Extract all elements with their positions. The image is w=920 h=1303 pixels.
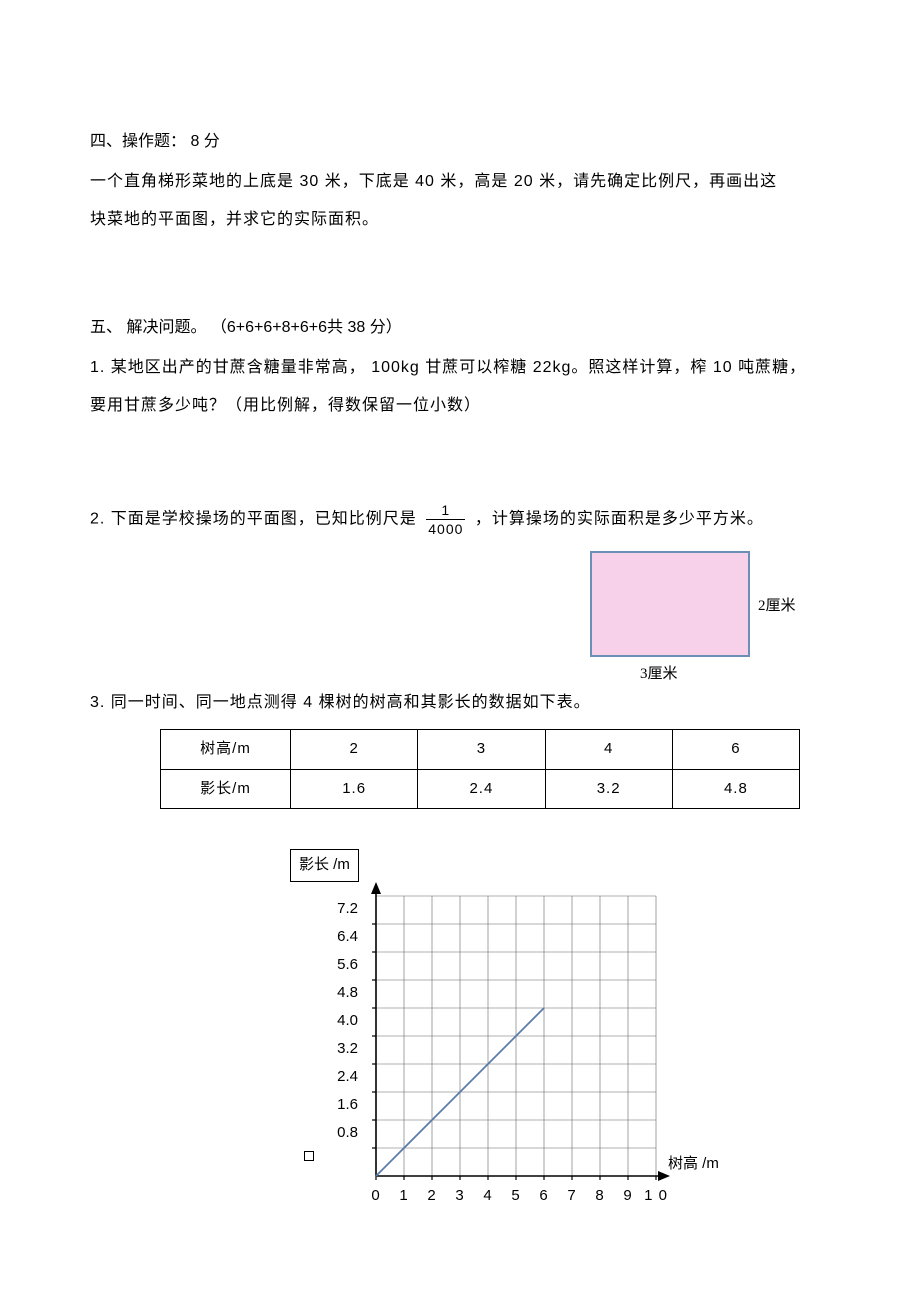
fraction-numerator: 1 — [426, 502, 465, 520]
data-cell: 1.6 — [291, 769, 418, 809]
x-tick: 9 — [614, 1185, 642, 1208]
y-axis-ticks: 7.2 6.4 5.6 4.8 4.0 3.2 2.4 1.6 0.8 — [324, 901, 358, 1153]
x-tick: 8 — [586, 1185, 614, 1208]
x-tick: 4 — [474, 1185, 502, 1208]
data-cell: 2.4 — [418, 769, 545, 809]
q2-text-before: 2. 下面是学校操场的平面图，已知比例尺是 — [90, 511, 417, 528]
data-cell: 3 — [418, 730, 545, 770]
y-axis-label: 影长 /m — [290, 849, 359, 882]
section4-body-line1: 一个直角梯形菜地的上底是 30 米，下底是 40 米，高是 20 米，请先确定比… — [90, 170, 830, 194]
playground-diagram: 2厘米 3厘米 — [590, 551, 800, 681]
header-cell: 影长/m — [161, 769, 291, 809]
q2-line: 2. 下面是学校操场的平面图，已知比例尺是 1 4000 ，计算操场的实际面积是… — [90, 502, 830, 537]
header-cell: 树高/m — [161, 730, 291, 770]
x-axis-ticks: 0 1 2 3 4 5 6 7 8 9 1 0 — [362, 1185, 670, 1208]
bullet-icon — [304, 1151, 314, 1161]
x-tick: 3 — [446, 1185, 474, 1208]
x-tick: 6 — [530, 1185, 558, 1208]
q3-line: 3. 同一时间、同一地点测得 4 棵树的树高和其影长的数据如下表。 — [90, 691, 830, 715]
x-tick: 5 — [502, 1185, 530, 1208]
x-tick: 7 — [558, 1185, 586, 1208]
x-tick: 2 — [418, 1185, 446, 1208]
diagram-width-label: 3厘米 — [640, 663, 678, 686]
fraction-denominator: 4000 — [426, 520, 465, 537]
y-tick: 1.6 — [324, 1097, 358, 1125]
data-cell: 4 — [545, 730, 672, 770]
data-cell: 3.2 — [545, 769, 672, 809]
y-tick: 6.4 — [324, 929, 358, 957]
x-axis-label: 树高 /m — [668, 1153, 719, 1176]
section4-heading: 四、操作题： 8 分 — [90, 130, 830, 154]
section4-body-line2: 块菜地的平面图，并求它的实际面积。 — [90, 208, 830, 232]
y-tick: 0.8 — [324, 1125, 358, 1153]
y-tick: 5.6 — [324, 957, 358, 985]
data-cell: 6 — [672, 730, 799, 770]
tree-data-table: 树高/m 2 3 4 6 影长/m 1.6 2.4 3.2 4.8 — [160, 729, 800, 809]
x-tick: 1 0 — [642, 1185, 670, 1208]
y-tick: 4.8 — [324, 985, 358, 1013]
y-tick: 4.0 — [324, 1013, 358, 1041]
table-row: 影长/m 1.6 2.4 3.2 4.8 — [161, 769, 800, 809]
scale-fraction: 1 4000 — [426, 502, 465, 537]
playground-rect — [590, 551, 750, 657]
q1-line2: 要用甘蔗多少吨？（用比例解，得数保留一位小数） — [90, 394, 830, 418]
data-cell: 4.8 — [672, 769, 799, 809]
q1-line1: 1. 某地区出产的甘蔗含糖量非常高， 100kg 甘蔗可以榨糖 22kg。照这样… — [90, 356, 830, 380]
section5-heading: 五、 解决问题。 （6+6+6+8+6+6共 38 分） — [90, 316, 830, 340]
table-row: 树高/m 2 3 4 6 — [161, 730, 800, 770]
x-tick: 1 — [390, 1185, 418, 1208]
y-tick: 2.4 — [324, 1069, 358, 1097]
diagram-height-label: 2厘米 — [758, 595, 796, 618]
chart-grid-svg — [362, 882, 674, 1182]
y-tick: 7.2 — [324, 901, 358, 929]
q2-text-after: ，计算操场的实际面积是多少平方米。 — [475, 511, 764, 528]
shadow-chart: 影长 /m 7.2 6.4 5.6 4.8 4.0 3.2 2.4 1.6 0.… — [290, 849, 720, 1239]
data-cell: 2 — [291, 730, 418, 770]
x-tick: 0 — [362, 1185, 390, 1208]
y-tick: 3.2 — [324, 1041, 358, 1069]
